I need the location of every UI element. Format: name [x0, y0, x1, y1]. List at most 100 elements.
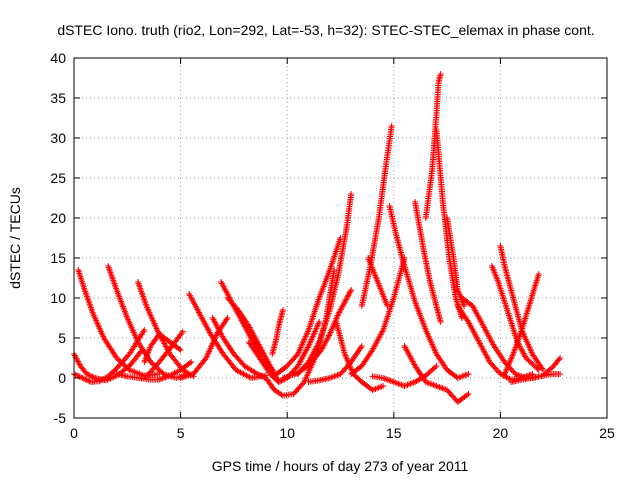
data-point: [358, 343, 365, 349]
data-point: [255, 371, 262, 378]
data-point: [557, 371, 564, 377]
data-point: [556, 356, 563, 363]
data-point: [80, 375, 87, 382]
y-tick-label: 10: [50, 290, 66, 306]
y-tick-label: 35: [50, 90, 66, 106]
y-tick-label: 20: [50, 210, 66, 226]
data-point: [346, 291, 353, 297]
data-point: [535, 271, 542, 277]
x-tick-label: 15: [386, 425, 402, 441]
data-point: [178, 330, 185, 337]
data-point: [179, 328, 186, 335]
series-track-26: [401, 343, 472, 405]
y-tick-label: 0: [58, 370, 66, 386]
series-track-15: [269, 307, 286, 357]
y-axis-label: dSTEC / TECUs: [7, 187, 23, 289]
data-point: [432, 364, 439, 371]
x-axis-label: GPS time / hours of day 273 of year 2011: [212, 458, 469, 474]
plot-border: [73, 57, 608, 419]
data-point: [89, 373, 96, 380]
chart-title: dSTEC Iono. truth (rio2, Lon=292, Lat=-5…: [57, 22, 594, 38]
data-point: [344, 293, 351, 300]
y-tick-label: 15: [50, 250, 66, 266]
data-point: [357, 344, 364, 351]
series-track-21: [348, 255, 408, 377]
series-track-25: [386, 203, 472, 381]
series-track-37: [518, 371, 564, 381]
data-point: [83, 377, 90, 383]
series-track-19: [305, 343, 365, 385]
data-point: [465, 391, 472, 397]
series-track-17: [294, 191, 355, 377]
series-track-13: [245, 319, 323, 385]
data-point: [433, 363, 440, 369]
series-track-3: [105, 263, 188, 381]
x-tick-label: 5: [177, 425, 185, 441]
series-track-27: [412, 199, 444, 325]
data-point: [539, 365, 546, 372]
data-point: [224, 315, 231, 321]
y-tick-label: 30: [50, 130, 66, 146]
data-point: [83, 371, 90, 377]
x-tick-label: 0: [70, 425, 78, 441]
data-point: [86, 372, 93, 379]
data-point: [177, 347, 184, 353]
data-point: [461, 303, 468, 309]
y-tick-label: 40: [50, 50, 66, 66]
series-track-33: [488, 263, 542, 373]
data-point: [85, 371, 92, 378]
data-point: [88, 373, 95, 379]
data-point: [277, 378, 284, 385]
data-point: [437, 319, 444, 325]
y-tick-label: -5: [54, 410, 67, 426]
data-point: [186, 360, 193, 366]
data-point: [348, 191, 355, 197]
series-track-23: [365, 255, 391, 309]
data-point: [557, 355, 564, 361]
data-point: [176, 346, 183, 352]
x-tick-label: 10: [279, 425, 295, 441]
series-track-20: [333, 319, 387, 393]
series-track-6: [141, 331, 184, 365]
x-tick-label: 25: [599, 425, 615, 441]
data-point: [73, 372, 80, 379]
series-track-18: [279, 287, 355, 381]
x-tick-label: 20: [493, 425, 509, 441]
data-point: [90, 374, 97, 381]
data-point: [326, 332, 333, 339]
data-point: [78, 374, 85, 381]
data-marks: [71, 71, 564, 405]
series-track-10: [209, 315, 269, 381]
series-track-7: [145, 328, 186, 377]
data-point: [465, 371, 472, 377]
series-track-16: [273, 235, 344, 377]
data-point: [254, 371, 261, 377]
data-point: [257, 372, 264, 379]
series-track-2: [75, 267, 163, 379]
data-point: [348, 287, 355, 293]
data-point: [380, 383, 387, 389]
y-tick-label: 25: [50, 170, 66, 186]
data-point: [85, 377, 92, 384]
data-point: [437, 71, 444, 77]
data-point: [275, 379, 282, 385]
series-track-24: [369, 363, 440, 389]
data-point: [388, 123, 395, 129]
data-point: [82, 376, 89, 383]
data-point: [540, 367, 547, 373]
data-point: [258, 373, 265, 379]
data-point: [345, 292, 352, 299]
data-point: [278, 377, 285, 384]
data-point: [346, 289, 353, 296]
data-point: [343, 295, 350, 301]
y-tick-label: 5: [58, 330, 66, 346]
data-point: [76, 373, 83, 380]
data-point: [141, 327, 148, 333]
data-point: [316, 319, 323, 325]
data-point: [279, 307, 286, 313]
data-point: [79, 375, 86, 381]
data-point: [223, 316, 230, 323]
